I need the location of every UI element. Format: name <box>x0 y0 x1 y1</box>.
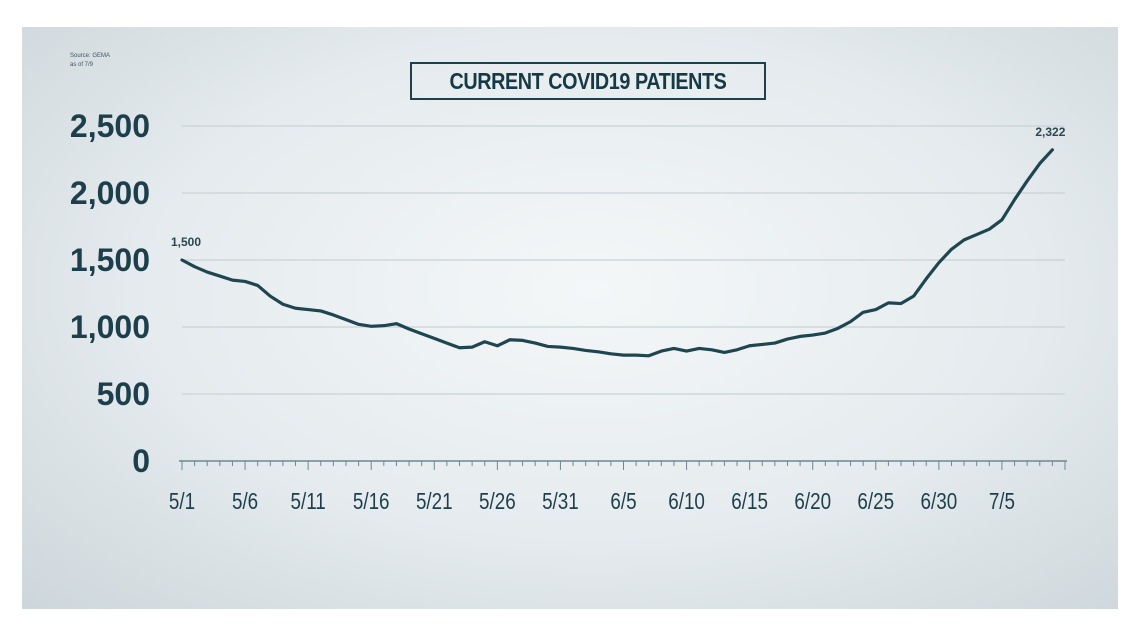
chart-title-box: CURRENT COVID19 PATIENTS <box>410 62 766 100</box>
data-labels: 1,500 2,322 <box>171 125 1066 249</box>
series-line <box>180 148 1054 358</box>
y-axis-labels: 0 500 1,000 1,500 2,000 2,500 <box>70 108 150 479</box>
x-tick-label: 5/1 <box>169 489 195 514</box>
data-label: 1,500 <box>171 235 201 249</box>
y-tick-label: 2,500 <box>70 108 150 144</box>
x-tick-label: 5/6 <box>232 489 258 514</box>
x-tick-label: 6/5 <box>610 489 636 514</box>
y-tick-label: 0 <box>132 443 150 479</box>
gridlines <box>182 125 1065 395</box>
source-line-1: Source: GEMA <box>70 53 111 59</box>
x-tick-label: 5/31 <box>542 489 579 514</box>
x-axis-labels: 5/1 5/6 5/11 5/16 5/21 5/26 5/31 6/5 6/10 6/15 6/2… <box>169 489 1015 514</box>
y-tick-label: 1,500 <box>70 242 150 278</box>
chart-background <box>22 27 1118 609</box>
source-note: Source: GEMA as of 7/9 <box>70 52 110 70</box>
x-tick-label: 7/5 <box>989 489 1015 514</box>
x-tick-label: 6/30 <box>921 489 958 514</box>
x-tick-label: 5/21 <box>416 489 453 514</box>
source-line-2: as of 7/9 <box>70 62 94 68</box>
series-group <box>180 148 1054 358</box>
y-tick-label: 500 <box>97 376 150 412</box>
x-tick-label: 5/26 <box>479 489 516 514</box>
x-tick-label: 6/25 <box>857 489 894 514</box>
x-tick-label: 6/20 <box>794 489 831 514</box>
data-label: 2,322 <box>1035 125 1065 139</box>
y-tick-label: 2,000 <box>70 175 150 211</box>
x-tick-label: 6/15 <box>731 489 768 514</box>
x-tick-label: 5/11 <box>291 489 326 514</box>
chart-title: CURRENT COVID19 PATIENTS <box>449 67 727 94</box>
x-axis <box>179 460 1067 470</box>
y-tick-label: 1,000 <box>70 309 150 345</box>
x-tick-label: 6/10 <box>668 489 705 514</box>
x-tick-label: 5/16 <box>353 489 390 514</box>
